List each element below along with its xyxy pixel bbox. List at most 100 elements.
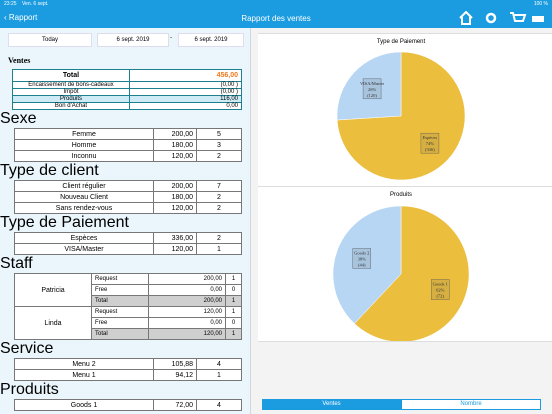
slice-label: (72) <box>436 294 444 299</box>
row-count: 1 <box>196 243 242 255</box>
row-label: Nouveau Client <box>14 191 154 203</box>
row-amount: 200,00 <box>153 128 197 140</box>
row-amount: 200,00 <box>148 273 226 285</box>
label-box <box>362 78 382 100</box>
row-label: Menu 2 <box>14 358 154 370</box>
section-table: Client régulier 200,00 7 Nouveau Client 180,… <box>14 180 242 214</box>
section-title: Staff <box>0 255 33 272</box>
row-type: Request <box>91 306 149 318</box>
row-count: 2 <box>196 150 242 162</box>
section-title: Sexe <box>0 110 37 127</box>
staff-name: Patricia <box>14 273 92 307</box>
print-icon[interactable] <box>532 16 544 22</box>
summary-label: Encaissement de bons-cadeaux <box>12 81 130 89</box>
section-title: Produits <box>0 381 59 398</box>
slice-label: VISA/Master <box>360 81 385 86</box>
section-title: Type de Paiement <box>0 214 129 231</box>
row-amount: 72,00 <box>153 399 197 411</box>
summary-value: 0,00 <box>129 102 242 110</box>
to-date[interactable]: 6 sept. 2019 <box>178 33 244 47</box>
row-amount: 200,00 <box>148 295 226 307</box>
summary-row: Impôt (0,00 ) <box>12 88 242 96</box>
section-table: Patricia Request 200,00 1 Free 0,00 0 Total 200,… <box>14 273 242 340</box>
row-amount: 120,00 <box>153 150 197 162</box>
table-row: Linda Request 120,00 1 <box>14 306 242 340</box>
table-row: Espèces 336,00 2 <box>14 232 242 244</box>
row-label: Goods 1 <box>14 399 154 411</box>
summary-label: Total <box>12 69 130 82</box>
tab-active[interactable]: Ventes <box>262 399 401 410</box>
summary-row: Encaissement de bons-cadeaux (0,00 ) <box>12 81 242 89</box>
row-label: Menu 1 <box>14 369 154 381</box>
table-row: Femme 200,00 5 <box>14 128 242 140</box>
slice-label: (120) <box>367 93 377 98</box>
table-row: Goods 1 72,00 4 <box>14 399 242 411</box>
slice-label: Goods 1 <box>433 282 448 287</box>
label-box <box>430 279 450 300</box>
row-type: Total <box>91 328 149 340</box>
pie-slice <box>332 205 402 324</box>
settings-icon[interactable] <box>485 12 497 24</box>
chart-card: Produits Goods 1 62% (72) Goods 2 38% (44) <box>258 186 552 343</box>
summary-value: 456,00 <box>129 69 242 82</box>
row-label: Inconnu <box>14 150 154 162</box>
table-row: Menu 1 94,12 1 <box>14 369 242 381</box>
table-row: Patricia Request 200,00 1 <box>14 273 242 307</box>
row-amount: 120,00 <box>148 306 226 318</box>
cart-icon[interactable] <box>510 12 527 22</box>
row-amount: 120,00 <box>153 202 197 214</box>
row-count: 5 <box>196 128 242 140</box>
summary-label: Bon d'Achat <box>12 102 130 110</box>
row-amount: 105,88 <box>153 358 197 370</box>
from-date[interactable]: 6 sept. 2019 <box>97 33 169 47</box>
summary-row: Produits 116,00 <box>12 95 242 103</box>
pie-slice <box>336 51 402 121</box>
slice-label: (336) <box>425 147 435 152</box>
chart-title: Type de Paiement <box>377 39 426 45</box>
row-count: 0 <box>225 284 242 296</box>
row-label: Sans rendez-vous <box>14 202 154 214</box>
status-time: 23:25 <box>4 1 17 7</box>
row-count: 4 <box>196 358 242 370</box>
row-label: Femme <box>14 128 154 140</box>
row-amount: 180,00 <box>153 139 197 151</box>
row-count: 1 <box>225 273 242 285</box>
nav-title: Rapport des ventes <box>241 14 311 23</box>
row-count: 2 <box>196 191 242 203</box>
table-row: Total 120,00 1 <box>14 328 242 340</box>
table-row: Sans rendez-vous 120,00 2 <box>14 202 242 214</box>
tab[interactable]: Nombre <box>401 399 541 410</box>
row-label: VISA/Master <box>14 243 154 255</box>
row-count: 1 <box>196 369 242 381</box>
label-box <box>420 132 440 154</box>
toolbar-icons <box>459 11 544 25</box>
table-row: Menu 2 105,88 4 <box>14 358 242 370</box>
label-box <box>352 248 372 269</box>
back-button[interactable]: ‹ Rapport <box>4 13 38 22</box>
row-type: Total <box>91 295 149 307</box>
summary-value: (0,00 ) <box>129 81 242 89</box>
table-row: Client régulier 200,00 7 <box>14 180 242 192</box>
pie-slice <box>354 205 470 343</box>
report-content: Ventes Total 456,00 Encaissement de bons-ca… <box>0 54 250 411</box>
status-date: Ven. 6 sept. <box>22 1 49 7</box>
back-label[interactable]: Rapport <box>8 13 38 22</box>
preset-button[interactable]: Today <box>8 33 92 47</box>
staff-name: Linda <box>14 306 92 340</box>
row-count: 1 <box>225 295 242 307</box>
row-count: 2 <box>196 232 242 244</box>
table-row: Total 200,00 1 <box>14 295 242 307</box>
summary-label: Produits <box>12 95 130 103</box>
row-amount: 120,00 <box>148 328 226 340</box>
section-table: Espèces 336,00 2 VISA/Master 120,00 1 <box>14 232 242 255</box>
row-count: 1 <box>225 328 242 340</box>
slice-label: Espèces <box>423 135 438 140</box>
row-amount: 180,00 <box>153 191 197 203</box>
row-amount: 336,00 <box>153 232 197 244</box>
home-icon[interactable] <box>459 11 473 25</box>
table-row: Nouveau Client 180,00 2 <box>14 191 242 203</box>
chart-title: Produits <box>390 192 412 198</box>
summary-row: Total 456,00 <box>12 69 242 82</box>
